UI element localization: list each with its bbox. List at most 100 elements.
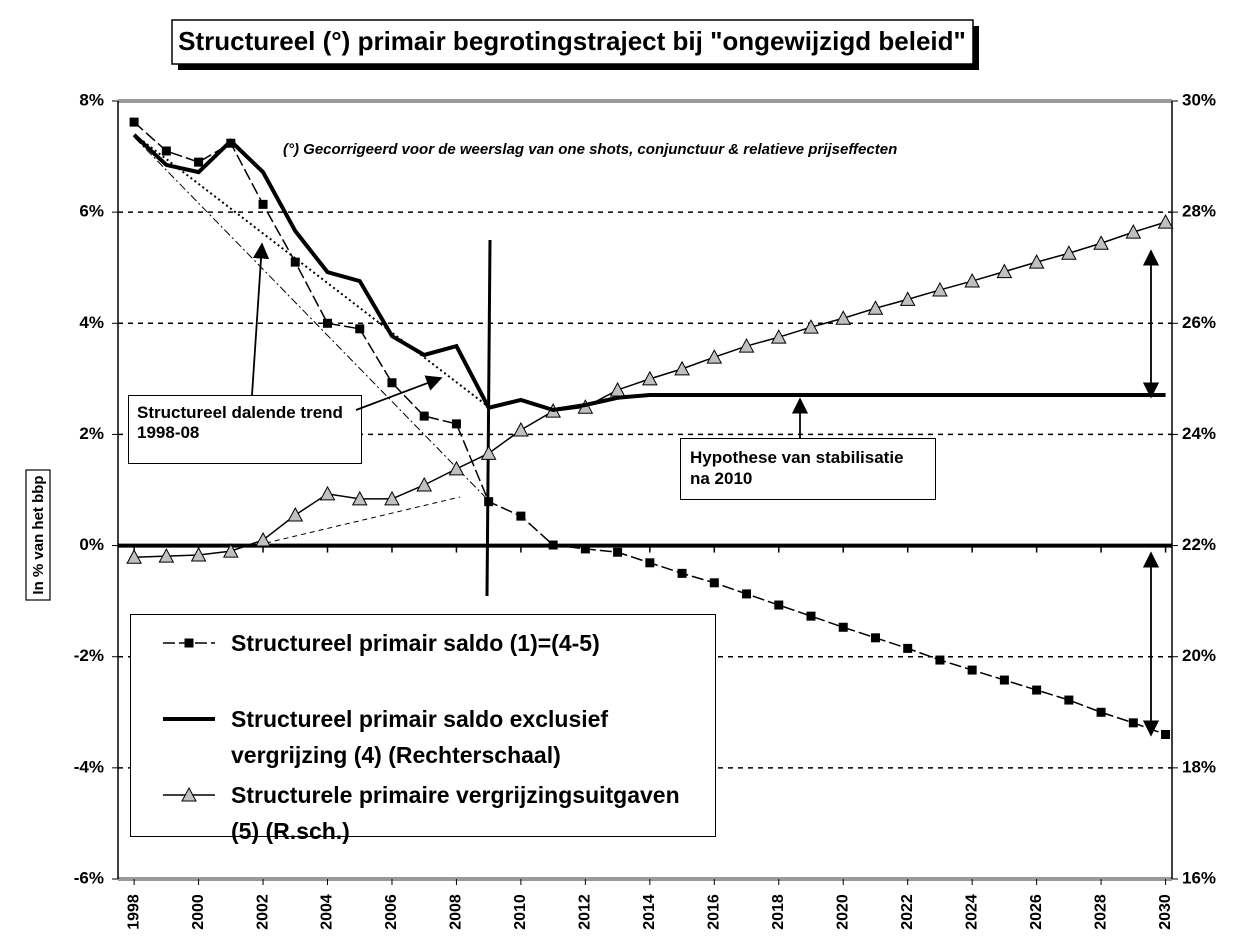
marker — [935, 655, 945, 665]
marker — [738, 338, 755, 353]
marker — [609, 381, 626, 397]
marker — [967, 665, 977, 675]
marker — [1028, 254, 1045, 269]
marker — [709, 578, 719, 588]
marker — [999, 675, 1009, 685]
y2-tick-label: 30% — [1182, 90, 1216, 109]
marker — [351, 490, 368, 506]
marker — [222, 543, 239, 558]
marker — [1061, 245, 1077, 260]
legend-entry: Structureel primair saldo exclusief verg… — [159, 701, 701, 773]
marker — [161, 146, 171, 156]
x-tick-label: 2020 — [834, 894, 851, 930]
series-line — [132, 133, 1166, 413]
marker — [129, 117, 139, 127]
marker — [835, 310, 852, 325]
trend-line — [134, 134, 491, 409]
legend-label: Structurele primaire vergrijzingsuitgave… — [231, 782, 680, 844]
x-tick-label: 2014 — [641, 894, 658, 930]
marker — [451, 419, 461, 429]
legend-entry: Structureel primair saldo (1)=(4-5) — [159, 625, 701, 661]
subtitle: (°) Gecorrigeerd voor de weerslag van on… — [283, 141, 897, 158]
marker — [448, 460, 465, 476]
y-axis-label: In % van het bbp — [30, 475, 47, 594]
marker — [806, 611, 816, 621]
marker — [706, 349, 723, 364]
marker — [580, 544, 590, 554]
marker — [290, 257, 300, 267]
marker — [1125, 224, 1142, 239]
marker — [323, 318, 333, 328]
annotation: Structureel dalende trend 1998-08 — [128, 395, 362, 464]
x-tick-label: 2026 — [1028, 894, 1045, 930]
x-tick-label: 2002 — [254, 894, 271, 930]
marker — [126, 549, 142, 564]
trend-line — [265, 496, 461, 544]
y2-tick-label: 16% — [1182, 868, 1216, 887]
legend-label: Structureel primair saldo exclusief verg… — [231, 706, 609, 768]
title-box — [171, 19, 974, 65]
y-tick-label: 0% — [79, 535, 104, 554]
x-tick-label: 2006 — [383, 894, 400, 930]
y2-tick-label: 18% — [1182, 757, 1216, 776]
marker — [255, 531, 271, 547]
y-tick-label: 4% — [79, 313, 104, 332]
chart-title: Structureel (°) primair begrotingstrajec… — [178, 26, 966, 56]
series-line — [134, 221, 1166, 558]
marker — [774, 600, 784, 610]
marker — [770, 329, 787, 344]
marker — [870, 633, 880, 643]
x-tick-label: 2022 — [899, 894, 916, 930]
y-tick-label: -2% — [74, 646, 104, 665]
legend: Structureel primair saldo (1)=(4-5) Struc… — [130, 614, 716, 844]
marker — [641, 370, 658, 386]
y2-tick-label: 24% — [1182, 424, 1216, 443]
marker — [184, 638, 194, 648]
marker — [1157, 214, 1174, 229]
y-tick-label: -6% — [74, 868, 104, 887]
marker — [319, 485, 336, 501]
y2-tick-label: 28% — [1182, 202, 1216, 221]
y2-tick-label: 26% — [1182, 313, 1216, 332]
marker — [803, 319, 819, 334]
marker — [645, 558, 655, 568]
marker — [903, 643, 913, 653]
marker — [416, 476, 433, 492]
marker — [384, 490, 400, 506]
trend-line — [134, 137, 491, 503]
x-tick-label: 2028 — [1092, 894, 1109, 930]
marker — [548, 540, 558, 550]
marker — [287, 506, 304, 522]
x-tick-label: 2000 — [190, 894, 207, 930]
marker — [513, 421, 529, 437]
marker — [190, 546, 207, 562]
marker — [355, 324, 365, 334]
x-tick-label: 2008 — [448, 894, 465, 930]
marker — [899, 291, 916, 306]
marker — [613, 547, 623, 557]
marker — [387, 378, 397, 388]
legend-entry: Structurele primaire vergrijzingsuitgave… — [159, 777, 701, 849]
marker — [1093, 235, 1109, 250]
marker — [677, 568, 687, 578]
legend-swatch — [163, 786, 215, 802]
x-tick-label: 2018 — [770, 894, 787, 930]
y2-tick-label: 20% — [1182, 646, 1216, 665]
grid — [118, 99, 1172, 881]
x-tick-label: 2024 — [963, 894, 980, 930]
legend-label: Structureel primair saldo (1)=(4-5) — [231, 630, 600, 656]
marker — [516, 511, 526, 521]
marker — [964, 272, 980, 288]
marker — [181, 786, 197, 802]
x-tick-label: 2012 — [577, 894, 594, 930]
y-tick-label: 8% — [79, 90, 104, 109]
marker — [867, 300, 884, 315]
marker — [480, 445, 497, 460]
marker — [158, 548, 175, 563]
marker — [1064, 695, 1074, 705]
y-label-box — [25, 469, 51, 601]
marker — [258, 199, 268, 209]
marker — [484, 497, 494, 507]
